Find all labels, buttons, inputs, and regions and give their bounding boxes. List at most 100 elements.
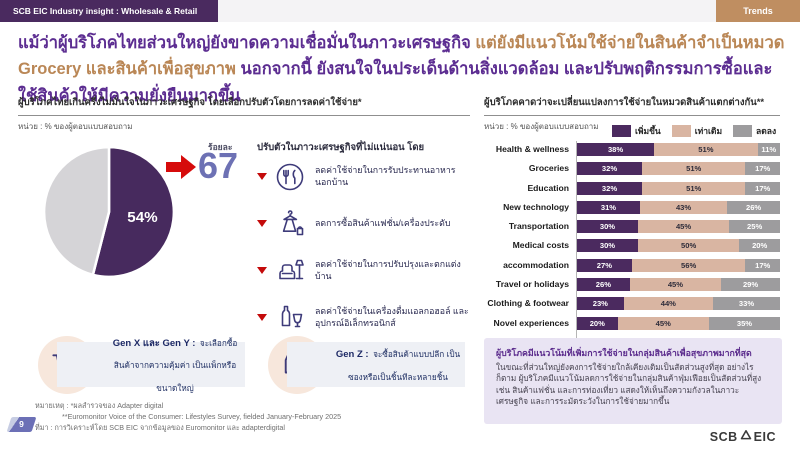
report-series-badge: SCB EIC Industry insight : Wholesale & R… <box>0 0 218 22</box>
bar-track: 38% 51% 11% <box>577 143 780 156</box>
bar-track: 32% 51% 17% <box>577 162 780 176</box>
gen-xy-box: Gen X และ Gen Y : จะเลือกซื้อสินค้าจากคว… <box>57 338 245 393</box>
pie-value-label: 54% <box>127 209 158 226</box>
reduce-item: ลดค่าใช้จ่ายในการรับประทานอาหารนอกบ้าน <box>257 153 469 200</box>
bar-segment: 30% <box>577 220 638 234</box>
arrow-right-icon <box>166 155 196 184</box>
reduce-item: ลดค่าใช้จ่ายในเครื่องดื่มแอลกอฮอล์ และอุ… <box>257 294 469 341</box>
bar-category-label: Medical costs <box>512 240 569 251</box>
insight-title: ผู้บริโภคมีแนวโน้มที่เพิ่มการใช้จ่ายในกล… <box>496 348 752 358</box>
bar-segment: 44% <box>623 297 713 311</box>
legend-label: เท่าเดิม <box>694 126 723 136</box>
slide-title: แม้ว่าผู้บริโภคไทยส่วนใหญ่ยังขาดความเชื่… <box>18 30 786 109</box>
bar-segment: 56% <box>631 258 746 272</box>
gen-xy-title: Gen X และ Gen Y : <box>112 337 196 349</box>
right-unit-label: หน่วย : % ของผู้ตอบแบบสอบถาม <box>484 122 599 131</box>
bar-segment: 23% <box>577 297 624 311</box>
bar-segment: 26% <box>727 200 780 214</box>
title-part-3: นอกจากนี้ ยังสนใจในประเด็นด้านสิ่งแวดล้อ… <box>18 60 773 105</box>
footnote-survey: **Euromonitor Voice of the Consumer: Lif… <box>62 412 342 421</box>
gen-z-title: Gen Z : <box>335 349 369 361</box>
gen-z-box: Gen Z : จะซื้อสินค้าแบบปลีก เป็นซองหรือเ… <box>287 342 465 387</box>
bar-segment: 30% <box>577 239 638 253</box>
page-number: 9 <box>19 419 24 429</box>
bar-row: Health & wellness 38% 51% 11% <box>484 143 780 156</box>
bar-segment: 51% <box>641 162 746 176</box>
bar-category-label: Transportation <box>508 221 569 232</box>
bar-track: 30% 50% 20% <box>577 239 780 253</box>
bar-row: Transportation 30% 45% 25% <box>484 220 780 234</box>
scbeic-logo-mark <box>740 429 752 444</box>
logo-scb: SCB <box>709 429 738 444</box>
bar-segment: 29% <box>721 278 780 292</box>
bar-segment: 31% <box>577 200 640 214</box>
bar-category-label: Novel experiences <box>493 317 569 328</box>
reduce-item: ลดการซื้อสินค้าแฟชั่น/เครื่องประดับ <box>257 200 469 247</box>
home-decor-icon <box>274 255 306 287</box>
bar-segment: 45% <box>617 316 709 330</box>
legend-swatch <box>733 125 753 137</box>
bar-row: Travel or holidays 26% 45% 29% <box>484 278 780 292</box>
legend-label: เพิ่มขึ้น <box>635 126 661 136</box>
bar-track: 20% 45% 35% <box>577 316 780 330</box>
legend-swatch <box>612 125 631 137</box>
gen-z-body: จะซื้อสินค้าแบบปลีก เป็นซองหรือเป็นชิ้นท… <box>348 350 461 382</box>
red-triangle-down-icon <box>257 220 267 227</box>
legend-item: เท่าเดิม <box>671 124 723 138</box>
left-unit-label: หน่วย : % ของผู้ตอบแบบสอบถาม <box>18 122 133 131</box>
bar-segment: 50% <box>637 239 740 253</box>
gen-xy-body: จะเลือกซื้อสินค้าจากความคุ้มค่า เป็นแพ็ก… <box>113 338 238 393</box>
percent-word: ร้อยละ <box>208 142 233 152</box>
bar-segment: 20% <box>739 239 780 253</box>
adjustment-list-header: ปรับตัวในภาวะเศรษฐกิจที่ไม่แน่นอน โดย <box>257 142 425 153</box>
bar-track: 23% 44% 33% <box>577 297 780 311</box>
reduce-item-label: ลดค่าใช้จ่ายในเครื่องดื่มแอลกอฮอล์ และอุ… <box>315 305 469 328</box>
top-strip: SCB EIC Industry insight : Wholesale & R… <box>0 0 800 22</box>
bar-segment: 11% <box>757 143 780 156</box>
bar-segment: 27% <box>577 258 632 272</box>
bar-segment: 38% <box>577 143 655 156</box>
bar-segment: 17% <box>745 162 780 176</box>
title-part-2: แต่ยังมีแนวโน้มใช้จ่ายในสินค้าจำเป็นหมวด… <box>18 34 785 79</box>
bar-segment: 20% <box>577 316 618 330</box>
spending-cut-list: ลดค่าใช้จ่ายในการรับประทานอาหารนอกบ้าน ลด… <box>257 153 469 341</box>
bar-track: 32% 51% 17% <box>577 181 780 195</box>
footnote-note: หมายเหตุ : *ผลสำรวจของ Adapter digital <box>35 401 164 410</box>
legend-swatch <box>671 125 691 137</box>
red-triangle-down-icon <box>257 267 267 274</box>
bar-segment: 45% <box>629 278 722 292</box>
bar-segment: 51% <box>641 181 746 195</box>
bar-category-label: Groceries <box>528 163 569 174</box>
scbeic-logo: SCB EIC <box>710 429 776 444</box>
right-chart-panel: ผู้บริโภคคาดว่าจะเปลี่ยนแปลงการใช้จ่ายใน… <box>484 95 780 340</box>
percent-value: 67 <box>198 145 239 186</box>
red-triangle-down-icon <box>257 314 267 321</box>
dining-icon <box>274 161 306 193</box>
bar-row: accommodation 27% 56% 17% <box>484 258 780 272</box>
bar-row: Groceries 32% 51% 17% <box>484 162 780 176</box>
red-triangle-down-icon <box>257 173 267 180</box>
bar-category-label: Travel or holidays <box>495 279 569 290</box>
footnote-source: ที่มา : การวิเคราะห์โดย SCB EIC จากข้อมู… <box>35 423 285 432</box>
bar-category-label: Health & wellness <box>495 144 569 154</box>
left-chart-panel: ผู้บริโภคไทยเกินครึ่งไม่มั่นใจในภาวะเศรษ… <box>18 95 470 335</box>
bar-segment: 17% <box>745 258 780 272</box>
chart-axis-line <box>576 141 577 338</box>
bar-track: 31% 43% 26% <box>577 200 780 214</box>
bar-track: 27% 56% 17% <box>577 258 780 272</box>
bar-segment: 17% <box>745 181 780 195</box>
bar-row: Clothing & footwear 23% 44% 33% <box>484 297 780 311</box>
page-number-badge: 9 <box>6 417 37 432</box>
bar-category-label: accommodation <box>503 259 569 270</box>
title-part-1: แม้ว่าผู้บริโภคไทยส่วนใหญ่ยังขาดความเชื่… <box>18 34 476 52</box>
bar-row: Medical costs 30% 50% 20% <box>484 239 780 253</box>
bar-segment: 43% <box>639 200 728 214</box>
bar-category-label: Education <box>527 182 569 193</box>
bar-segment: 51% <box>654 143 758 156</box>
left-section-title: ผู้บริโภคไทยเกินครึ่งไม่มั่นใจในภาวะเศรษ… <box>18 95 470 116</box>
bar-segment: 45% <box>637 220 730 234</box>
legend-label: ลดลง <box>756 126 777 136</box>
bar-category-label: Clothing & footwear <box>487 298 569 309</box>
bar-row: Novel experiences 20% 45% 35% <box>484 316 780 330</box>
